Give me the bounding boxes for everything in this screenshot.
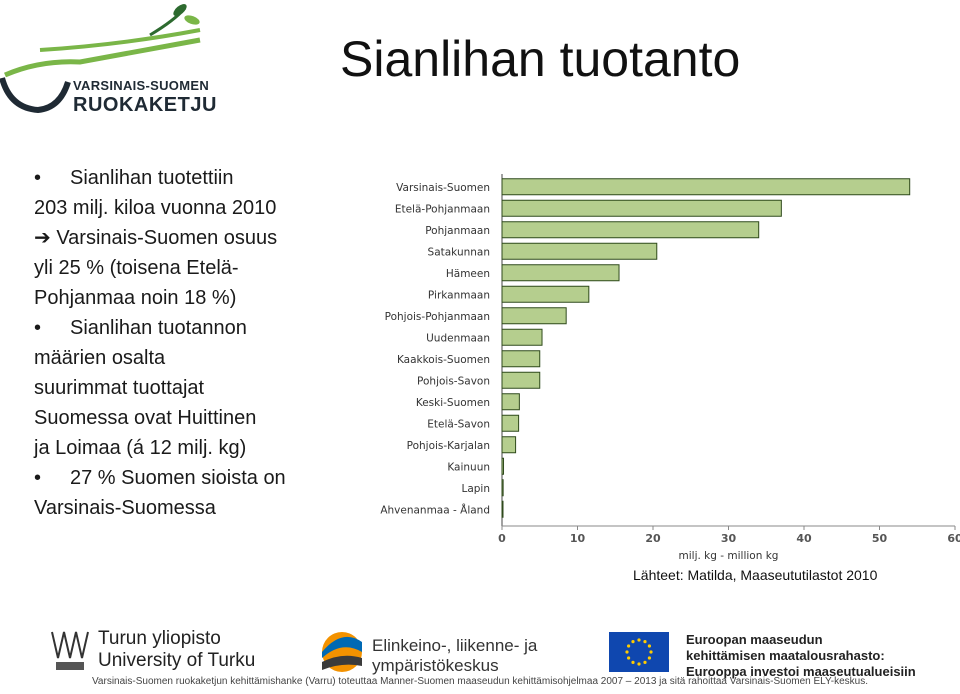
eu-fund-label: Euroopan maaseudun kehittämisen maatalou… xyxy=(686,632,916,679)
category-label: Kainuun xyxy=(447,461,490,473)
bullet-3: • 27 % Suomen sioista on xyxy=(34,467,286,489)
bar xyxy=(501,436,517,454)
bar xyxy=(501,285,590,303)
category-label: Keski-Suomen xyxy=(416,397,490,409)
category-label: Pirkanmaan xyxy=(428,289,490,301)
x-tick-label: 30 xyxy=(721,532,737,545)
category-label: Kaakkois-Suomen xyxy=(397,354,490,366)
category-label: Ahvenanmaa - Åland xyxy=(380,503,490,516)
ely-centre-label: Elinkeino-, liikenne- ja ympäristökeskus xyxy=(372,636,538,675)
category-label: Satakunnan xyxy=(428,246,490,258)
bar xyxy=(501,178,911,196)
x-tick-label: 50 xyxy=(872,532,888,545)
bar xyxy=(501,328,543,346)
bar xyxy=(501,414,520,432)
category-label: Hämeen xyxy=(446,268,490,280)
bar xyxy=(501,242,658,260)
bar xyxy=(501,457,505,475)
ely-centre-logo-icon xyxy=(322,632,362,672)
university-of-turku-label: Turun yliopisto University of Turku xyxy=(98,628,256,671)
bar xyxy=(501,500,504,518)
category-label: Etelä-Savon xyxy=(427,418,490,430)
x-tick-label: 10 xyxy=(570,532,586,545)
category-label: Pohjois-Karjalan xyxy=(407,440,490,452)
bullet-2: • Sianlihan tuotannon xyxy=(34,317,247,339)
category-label: Varsinais-Suomen xyxy=(396,182,490,194)
category-label: Etelä-Pohjanmaan xyxy=(395,203,490,215)
arrow-icon: ➔ xyxy=(34,227,57,249)
bar xyxy=(501,264,620,282)
bar xyxy=(501,393,520,411)
footer-note: Varsinais-Suomen ruokaketjun kehittämish… xyxy=(92,676,868,687)
bar xyxy=(501,221,760,239)
logo-text-line2: RUOKAKETJU xyxy=(73,94,217,116)
varsinais-suomen-ruokaketju-logo xyxy=(0,4,201,114)
bar xyxy=(501,479,504,497)
bar xyxy=(501,371,541,389)
bullet-1: • Sianlihan tuotettiin xyxy=(34,167,234,189)
x-tick-label: 20 xyxy=(645,532,661,545)
x-tick-label: 0 xyxy=(498,532,506,545)
production-bar-chart: Varsinais-Suomen Etelä-Pohjanmaan Pohjanma… xyxy=(380,174,960,562)
slide-title: Sianlihan tuotanto xyxy=(340,31,741,87)
x-tick-label: 40 xyxy=(796,532,812,545)
logo-text-line1: VARSINAIS-SUOMEN xyxy=(73,78,210,93)
category-label: Lapin xyxy=(461,483,490,495)
bar xyxy=(501,350,541,368)
x-axis-label: milj. kg - million kg xyxy=(679,550,779,562)
bar xyxy=(501,307,567,325)
source-note: Lähteet: Matilda, Maaseututilastot 2010 xyxy=(633,567,878,583)
category-label: Pohjois-Savon xyxy=(417,375,490,387)
category-label: Pohjanmaan xyxy=(425,225,490,237)
bar xyxy=(501,199,782,217)
bullet-list: • Sianlihan tuotettiin 203 milj. kiloa vu… xyxy=(34,163,334,523)
category-label: Pohjois-Pohjanmaan xyxy=(385,311,490,323)
category-label: Uudenmaan xyxy=(426,332,490,344)
eu-flag-icon xyxy=(609,632,669,672)
university-of-turku-logo-icon xyxy=(51,631,89,670)
x-tick-label: 60 xyxy=(947,532,960,545)
